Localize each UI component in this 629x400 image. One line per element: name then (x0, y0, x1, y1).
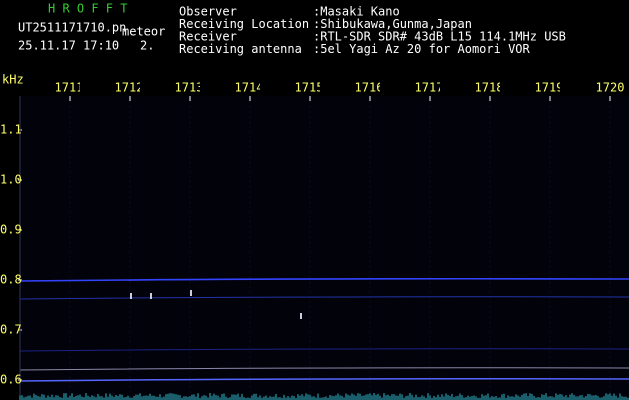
y-tick-label: 0.8 (0, 273, 22, 287)
x-label-clip: 1718 (475, 81, 504, 95)
y-tick-label: 0.9 (0, 223, 22, 237)
x-tick-label: 1719 (535, 81, 564, 95)
signal-line (19, 378, 629, 382)
y-unit: kHz (2, 73, 24, 87)
file-name: UT2511171710.pn (18, 21, 126, 35)
x-tick-label: 1714 (235, 81, 264, 95)
x-tick-label: 1720 (596, 81, 625, 95)
field-value: :Shibukawa,Gunma,Japan (313, 17, 472, 31)
field-label: Receiving Location (179, 17, 309, 31)
field-label: Receiver (179, 30, 237, 44)
spectrogram-decor (18, 96, 629, 400)
counter: 2. (140, 39, 154, 53)
x-label-clip: 1711 (55, 81, 84, 95)
x-label-clip: 1714 (235, 81, 264, 95)
signal-line (19, 296, 629, 300)
x-label-clip: 1720 (596, 81, 625, 95)
datetime: 25.11.17 17:10 (18, 39, 119, 53)
x-label-clip: 1712 (115, 81, 144, 95)
field-value: :5el Yagi Az 20 for Aomori VOR (313, 42, 531, 56)
plot-area (20, 96, 629, 400)
meteor-echo (150, 293, 152, 299)
x-label-clip: 1717 (415, 81, 444, 95)
x-tick-label: 1717 (415, 81, 444, 95)
field-label: Receiving antenna (179, 42, 302, 56)
x-label-clip: 1713 (175, 81, 204, 95)
y-tick-label: 0.7 (0, 323, 22, 337)
y-tick-label: 1.1 (0, 123, 22, 137)
x-tick-label: 1711 (55, 81, 84, 95)
field-value: :RTL-SDR SDR# 43dB L15 114.1MHz USB (313, 30, 566, 44)
field-label: Observer (179, 5, 237, 19)
x-label-clip: 1715 (295, 81, 324, 95)
meteor-echo (190, 290, 192, 296)
signal-line (19, 348, 629, 352)
x-label-clip: 1719 (535, 81, 564, 95)
x-label-clip: 1716 (355, 81, 384, 95)
app-name: H R O F F T (48, 2, 127, 16)
x-tick-label: 1718 (475, 81, 504, 95)
field-value: :Masaki Kano (313, 5, 400, 19)
signal-line (19, 367, 629, 371)
mode: meteor (122, 25, 165, 39)
signal-line (19, 277, 629, 282)
x-tick-label: 1716 (355, 81, 384, 95)
x-tick-label: 1712 (115, 81, 144, 95)
meteor-echo (300, 313, 302, 319)
x-tick-label: 1715 (295, 81, 324, 95)
x-tick-label: 1713 (175, 81, 204, 95)
y-tick-label: 0.6 (0, 373, 22, 387)
y-tick-label: 1.0 (0, 173, 22, 187)
meteor-echo (130, 293, 132, 299)
